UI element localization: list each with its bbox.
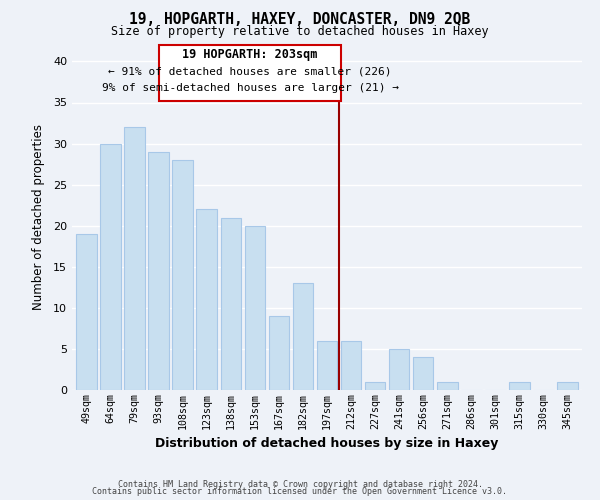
Bar: [413, 357, 433, 390]
Bar: [196, 210, 217, 390]
Bar: [557, 382, 578, 390]
Bar: [269, 316, 289, 390]
Bar: [389, 349, 409, 390]
Bar: [148, 152, 169, 390]
Bar: [437, 382, 458, 390]
Text: 19, HOPGARTH, HAXEY, DONCASTER, DN9 2QB: 19, HOPGARTH, HAXEY, DONCASTER, DN9 2QB: [130, 12, 470, 28]
Bar: [172, 160, 193, 390]
Text: Contains HM Land Registry data © Crown copyright and database right 2024.: Contains HM Land Registry data © Crown c…: [118, 480, 482, 489]
Bar: [124, 127, 145, 390]
Bar: [341, 340, 361, 390]
Text: ← 91% of detached houses are smaller (226): ← 91% of detached houses are smaller (22…: [108, 66, 392, 76]
Bar: [221, 218, 241, 390]
X-axis label: Distribution of detached houses by size in Haxey: Distribution of detached houses by size …: [155, 437, 499, 450]
Bar: [245, 226, 265, 390]
Bar: [293, 283, 313, 390]
Bar: [76, 234, 97, 390]
Text: Contains public sector information licensed under the Open Government Licence v3: Contains public sector information licen…: [92, 487, 508, 496]
Text: Size of property relative to detached houses in Haxey: Size of property relative to detached ho…: [111, 25, 489, 38]
Bar: [365, 382, 385, 390]
Text: 19 HOPGARTH: 203sqm: 19 HOPGARTH: 203sqm: [182, 48, 318, 62]
Bar: [158, 45, 341, 101]
Y-axis label: Number of detached properties: Number of detached properties: [32, 124, 44, 310]
Text: 9% of semi-detached houses are larger (21) →: 9% of semi-detached houses are larger (2…: [101, 82, 398, 92]
Bar: [317, 340, 337, 390]
Bar: [100, 144, 121, 390]
Bar: [509, 382, 530, 390]
